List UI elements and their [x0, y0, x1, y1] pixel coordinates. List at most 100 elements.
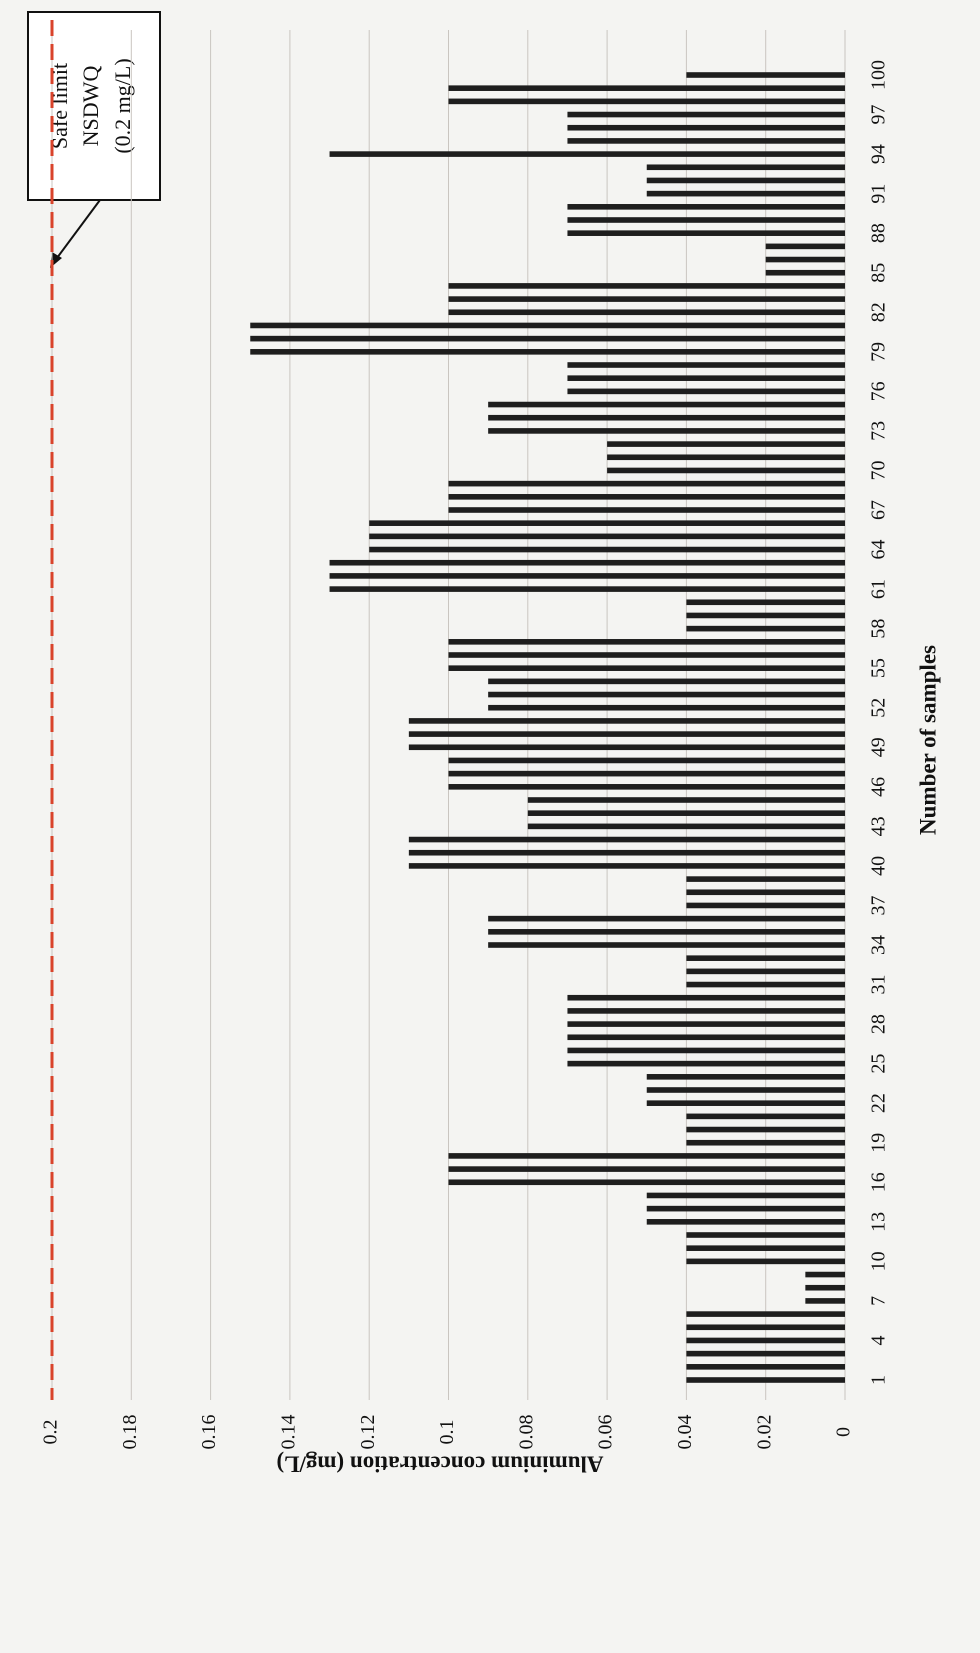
x-tick-label: 37 — [868, 895, 890, 915]
y-tick-label: 0.06 — [595, 1415, 617, 1450]
x-tick-label: 1 — [868, 1375, 890, 1385]
bar — [686, 1364, 845, 1370]
x-tick-label: 19 — [868, 1133, 890, 1153]
bar — [686, 72, 845, 78]
x-tick-label: 55 — [868, 658, 890, 678]
annotation-box — [27, 11, 161, 201]
annotation: NSDWQ — [78, 66, 103, 147]
bar — [686, 1311, 845, 1317]
bar — [567, 1034, 845, 1041]
x-tick-label: 67 — [868, 500, 890, 520]
bar — [567, 138, 845, 144]
bar — [448, 296, 845, 302]
y-tick-label: 0.1 — [436, 1420, 458, 1445]
bar — [448, 507, 845, 513]
bar — [408, 836, 845, 843]
bar — [250, 335, 845, 342]
bar — [567, 217, 845, 223]
bar — [607, 441, 845, 447]
bar — [686, 1324, 845, 1331]
bar — [369, 533, 845, 540]
bar — [686, 612, 845, 619]
x-tick-label: 58 — [868, 619, 890, 639]
x-tick-label: 34 — [868, 935, 890, 955]
bar — [329, 151, 845, 157]
bar — [250, 322, 845, 329]
x-tick-label: 4 — [868, 1335, 890, 1345]
bar — [567, 1047, 845, 1054]
x-tick-label: 91 — [868, 184, 890, 204]
bar — [567, 230, 845, 236]
bar — [646, 1100, 845, 1106]
bar — [686, 625, 845, 632]
bar — [686, 968, 845, 975]
bar — [805, 1298, 845, 1304]
bar — [686, 876, 845, 882]
bar — [448, 1166, 845, 1172]
bar — [448, 1153, 845, 1159]
bar — [686, 902, 845, 909]
bar — [686, 981, 845, 988]
bar — [646, 1074, 845, 1080]
x-tick-label: 94 — [868, 144, 890, 164]
x-tick-label: 97 — [868, 105, 890, 125]
bar — [765, 256, 845, 263]
x-tick-label: 88 — [868, 223, 890, 243]
bar — [646, 1205, 845, 1212]
y-tick-label: 0.2 — [40, 1420, 62, 1445]
bar — [607, 467, 845, 474]
bar — [567, 375, 845, 381]
bar — [408, 863, 845, 869]
bar — [329, 559, 845, 566]
bar — [250, 349, 845, 355]
x-tick-label: 82 — [868, 302, 890, 322]
x-tick-label: 25 — [868, 1054, 890, 1074]
bar — [567, 124, 845, 131]
x-tick-label: 10 — [868, 1251, 890, 1271]
bar — [408, 849, 845, 856]
bar — [567, 388, 845, 395]
bar — [448, 98, 845, 105]
bar — [488, 929, 845, 935]
bar — [686, 1245, 845, 1251]
bar — [686, 599, 845, 606]
bar — [567, 994, 845, 1001]
y-tick-label: 0.14 — [277, 1415, 299, 1450]
bar — [488, 401, 845, 408]
x-tick-label: 64 — [868, 540, 890, 560]
bar — [448, 639, 845, 645]
x-tick-label: 40 — [868, 856, 890, 876]
bar — [448, 770, 845, 777]
bar — [805, 1271, 845, 1278]
bar — [448, 665, 845, 671]
bar — [567, 1021, 845, 1027]
bar — [686, 1232, 845, 1238]
bar — [646, 177, 845, 184]
bar — [488, 414, 845, 421]
bar — [686, 1258, 845, 1265]
x-tick-label: 13 — [868, 1212, 890, 1232]
bar — [646, 1219, 845, 1225]
annotation-arrow — [53, 199, 101, 263]
bar — [686, 1126, 845, 1133]
x-tick-label: 22 — [868, 1093, 890, 1113]
x-tick-label: 76 — [868, 381, 890, 401]
bar — [488, 691, 845, 698]
bar — [369, 546, 845, 553]
y-tick-label: 0.16 — [198, 1415, 220, 1450]
bar — [488, 704, 845, 711]
bar — [448, 85, 845, 91]
bar — [567, 362, 845, 368]
bar — [448, 480, 845, 487]
bar — [646, 190, 845, 197]
x-tick-label: 16 — [868, 1172, 890, 1192]
bar — [686, 1350, 845, 1357]
y-tick-label: 0.18 — [119, 1415, 141, 1450]
x-tick-label: 79 — [868, 342, 890, 362]
bar — [646, 1087, 845, 1093]
bar — [408, 731, 845, 737]
bar — [686, 1377, 845, 1383]
x-axis-title: Number of samples — [915, 645, 940, 835]
bar — [686, 1337, 845, 1344]
